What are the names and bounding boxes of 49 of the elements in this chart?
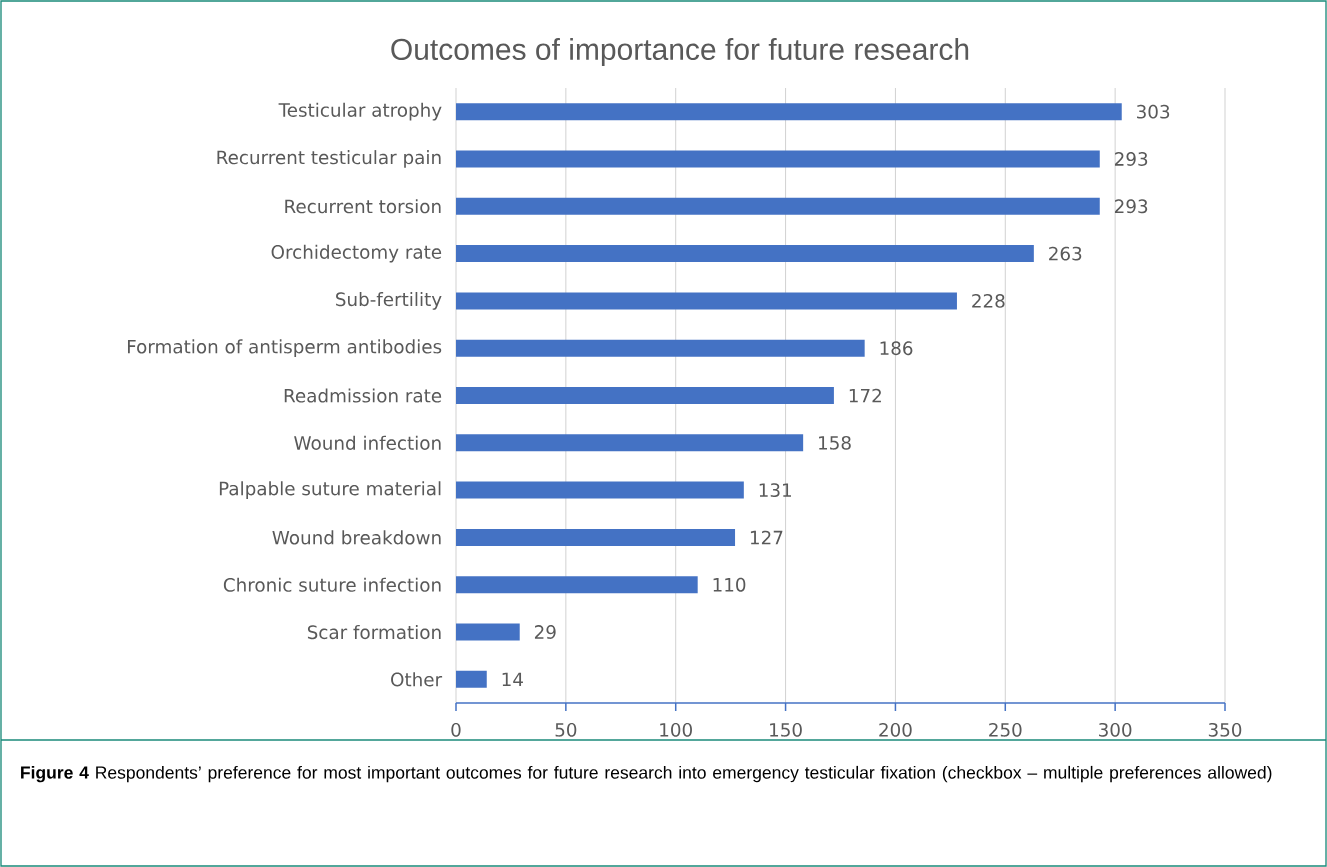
x-tick-label: 300 (1099, 722, 1132, 737)
bar (456, 576, 698, 594)
chart-title: Outcomes of importance for future research (391, 38, 969, 66)
text: Figure 4 Respondents’ preference for most important outcomes for future research into emergency testicular fixation (checkbox – multiple preferences allowed) (21, 765, 1272, 783)
y-tick-label: Formation of antisperm antibodies (127, 339, 442, 358)
bar (456, 292, 957, 310)
y-tick-label: Scar formation (307, 624, 441, 640)
data-label: 14 (502, 672, 523, 687)
data-label: 127 (750, 530, 783, 545)
data-label: 293 (1114, 152, 1148, 166)
y-tick-label: Testicular atrophy (278, 102, 442, 121)
y-tick-label: Sub-fertility (336, 292, 442, 310)
y-tick-label: Palpable suture material (219, 481, 441, 499)
y-tick-label: Wound breakdown (272, 530, 441, 545)
y-tick-label: Chronic suture infection (223, 577, 441, 592)
bar (456, 245, 1034, 263)
y-tick-label: Recurrent testicular pain (217, 150, 441, 168)
bar (456, 387, 834, 405)
data-label: 29 (534, 625, 556, 639)
data-label: 303 (1137, 104, 1170, 119)
bar (456, 103, 1122, 121)
bar (456, 339, 865, 357)
data-label: 293 (1114, 199, 1148, 214)
bar (456, 670, 487, 688)
x-tick-label: 200 (879, 722, 912, 737)
x-tick-label: 0 (451, 722, 461, 737)
data-label: 172 (849, 388, 881, 403)
data-label: 110 (713, 577, 746, 592)
data-label: 131 (759, 483, 791, 498)
x-tick-label: 250 (989, 722, 1022, 737)
x-tick-label: 150 (770, 722, 802, 737)
y-tick-label: Wound infection (294, 435, 441, 450)
bar (456, 150, 1100, 168)
x-tick-label: 350 (1208, 722, 1242, 737)
data-label: 228 (972, 293, 1005, 308)
y-tick-label: Other (391, 672, 443, 687)
data-label: 263 (1049, 246, 1082, 261)
y-tick-label: Orchidectomy rate (271, 244, 442, 263)
data-label: 158 (819, 435, 851, 450)
x-tick-label: 100 (660, 722, 692, 737)
data-label: 186 (880, 341, 913, 356)
bar (456, 623, 520, 641)
bar (456, 197, 1100, 215)
y-tick-label: Recurrent torsion (285, 199, 441, 214)
x-tick-label: 50 (555, 722, 577, 737)
bar (456, 481, 744, 499)
bar (456, 528, 736, 546)
bar (456, 434, 804, 452)
y-tick-label: Readmission rate (284, 388, 442, 403)
